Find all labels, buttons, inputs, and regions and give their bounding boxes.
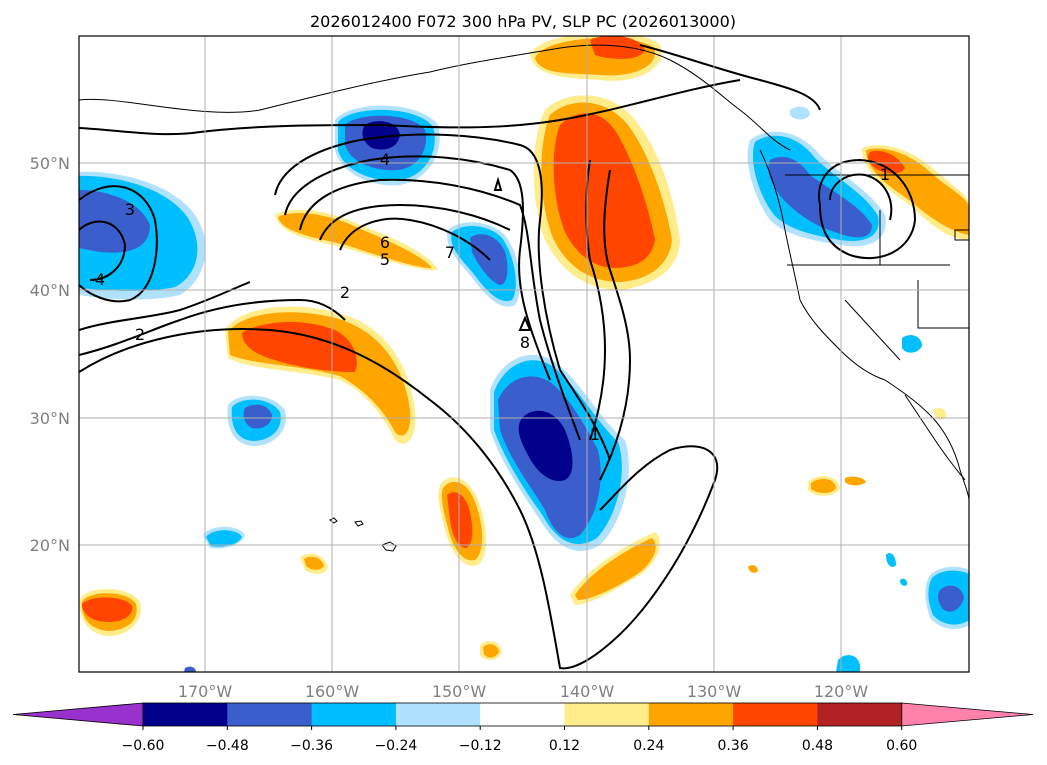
- lat-label: 30°N: [30, 409, 70, 428]
- map-frame: [78, 35, 970, 673]
- colorbar-tick-label: −0.24: [374, 738, 417, 754]
- contour-label: 2: [340, 283, 350, 302]
- negative-pv-anomaly-trough: [490, 354, 629, 551]
- contour-label: 4: [95, 270, 105, 289]
- negative-pv-anomaly-west: [79, 171, 206, 300]
- colorbar-segment: [648, 703, 734, 726]
- lat-label: 20°N: [30, 536, 70, 555]
- contour-2: [79, 298, 346, 356]
- colorbar-extend-max: [901, 702, 1034, 727]
- contour-low-cutoff: [493, 176, 532, 331]
- colorbar-segment: [395, 703, 481, 726]
- contour-label: 5: [380, 250, 390, 269]
- map-background: [79, 36, 969, 672]
- coastline-baja: [904, 394, 966, 481]
- contour-trough-5: [339, 217, 491, 261]
- contour-trough-3: [299, 178, 581, 441]
- contour-label: 1: [880, 165, 890, 184]
- colorbar-ticks: −0.60 −0.48 −0.36 −0.24 −0.12 0.12 0.24 0.36 0.4…: [122, 726, 917, 754]
- colorbar-extend-min: [12, 702, 144, 727]
- contour-label: 2: [135, 325, 145, 344]
- contour-label: 6: [380, 233, 390, 252]
- colorbar-segment: [143, 703, 228, 726]
- contour-eastern-2: [585, 159, 607, 441]
- contour-jet-north: [79, 79, 741, 136]
- colorbar-tick-label: 0.24: [633, 738, 664, 754]
- colorbar-tick-label: −0.48: [206, 738, 249, 754]
- colorbar: −0.60 −0.48 −0.36 −0.24 −0.12 0.12 0.24 0.36 0.4…: [12, 702, 1034, 754]
- colorbar-border: [142, 702, 903, 727]
- latitude-labels: 50°N 40°N 30°N 20°N: [30, 154, 70, 555]
- hawaii-islands: [329, 517, 397, 552]
- lon-label: 130°W: [687, 682, 742, 701]
- contour-labels: 4 3 2 2 4 5 6 7 8 1 1: [95, 150, 890, 444]
- contour-trough-4: [319, 203, 511, 241]
- positive-pv-anomaly-central-pacific: [225, 306, 416, 444]
- lon-label: 170°W: [178, 682, 233, 701]
- colorbar-tick-label: −0.12: [459, 738, 502, 754]
- contour-ridge-outer: [79, 328, 719, 670]
- contour-label: 1: [590, 425, 600, 444]
- contour-pnw-low: [818, 158, 917, 260]
- contour-pnw-low-2: [829, 173, 893, 221]
- contour-label: 8: [520, 333, 530, 352]
- negative-pv-anomaly-small: [184, 106, 969, 672]
- contour-trough-1: [274, 133, 611, 461]
- colorbar-segment: [480, 703, 565, 726]
- positive-pv-anomaly-strip: [275, 209, 438, 271]
- contour-label: 3: [125, 200, 135, 219]
- contour-eastern: [599, 169, 632, 481]
- longitude-labels: 170°W 160°W 150°W 140°W 130°W 120°W: [178, 682, 869, 701]
- colorbar-tick-label: 0.48: [802, 738, 833, 754]
- map-title: 2026012400 F072 300 hPa PV, SLP PC (2026…: [310, 12, 736, 31]
- coastline-west-coast: [759, 149, 969, 501]
- contour-3: [79, 185, 158, 303]
- colorbar-tick-label: 0.36: [718, 738, 749, 754]
- contour-mid: [79, 281, 251, 331]
- lon-label: 140°W: [560, 682, 615, 701]
- colorbar-segments: [12, 702, 1034, 727]
- contour-label: 7: [445, 243, 455, 262]
- coastline-alaska: [79, 44, 791, 151]
- contour-label: 4: [380, 150, 390, 169]
- state-borders: [785, 174, 969, 361]
- colorbar-tick-label: −0.60: [122, 738, 165, 754]
- graticule: [79, 36, 969, 672]
- colorbar-tick-label: −0.36: [290, 738, 333, 754]
- contour-4: [79, 220, 127, 281]
- lon-label: 120°W: [814, 682, 869, 701]
- colorbar-tick-label: 0.12: [549, 738, 580, 754]
- colorbar-tick-label: 0.60: [886, 738, 917, 754]
- colorbar-segment: [564, 703, 650, 726]
- lon-label: 160°W: [305, 682, 360, 701]
- lat-label: 40°N: [30, 281, 70, 300]
- coastlines: [79, 44, 969, 552]
- lat-label: 50°N: [30, 154, 70, 173]
- lon-label: 150°W: [432, 682, 487, 701]
- positive-pv-anomaly-subtropics: [79, 407, 947, 660]
- contour-jet-north-2: [639, 44, 821, 111]
- colorbar-segment: [817, 703, 903, 726]
- colorbar-segment: [227, 703, 313, 726]
- map-panel: 4 3 2 2 4 5 6 7 8 1 1: [78, 35, 970, 673]
- colorbar-segment: [733, 703, 818, 726]
- colorbar-segment: [311, 703, 397, 726]
- negative-pv-anomaly-pacific-northwest: [747, 131, 886, 247]
